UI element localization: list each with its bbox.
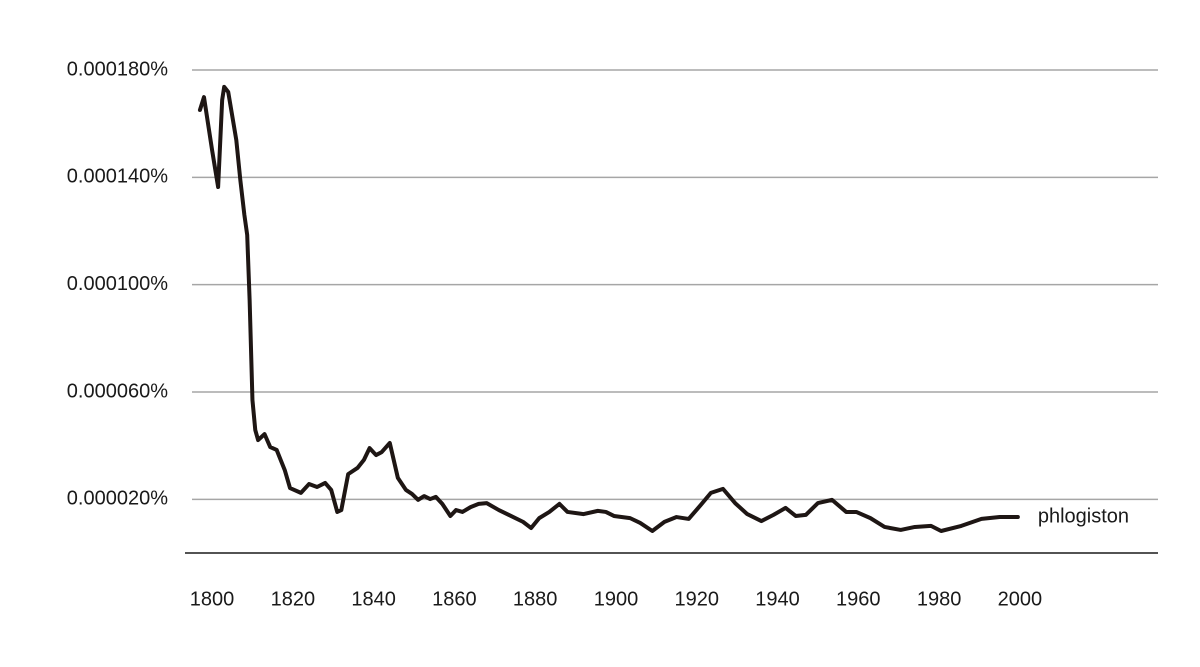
x-tick-label: 1980: [917, 588, 962, 610]
y-tick-label: 0.000100%: [67, 273, 168, 295]
x-tick-label: 1920: [674, 588, 719, 610]
y-tick-label: 0.000020%: [67, 488, 168, 510]
x-tick-label: 1820: [271, 588, 316, 610]
y-tick-label: 0.000140%: [67, 166, 168, 188]
x-tick-label: 1880: [513, 588, 558, 610]
x-tick-label: 2000: [998, 588, 1043, 610]
x-tick-label: 1800: [190, 588, 235, 610]
series-label: phlogiston: [1038, 505, 1129, 527]
x-tick-label: 1900: [594, 588, 639, 610]
x-tick-label: 1840: [351, 588, 396, 610]
line-series: [197, 84, 1020, 533]
y-tick-label: 0.000060%: [67, 380, 168, 402]
x-tick-label: 1860: [432, 588, 477, 610]
x-tick-label: 1940: [755, 588, 800, 610]
x-tick-label: 1960: [836, 588, 881, 610]
y-tick-label: 0.000180%: [67, 58, 168, 80]
